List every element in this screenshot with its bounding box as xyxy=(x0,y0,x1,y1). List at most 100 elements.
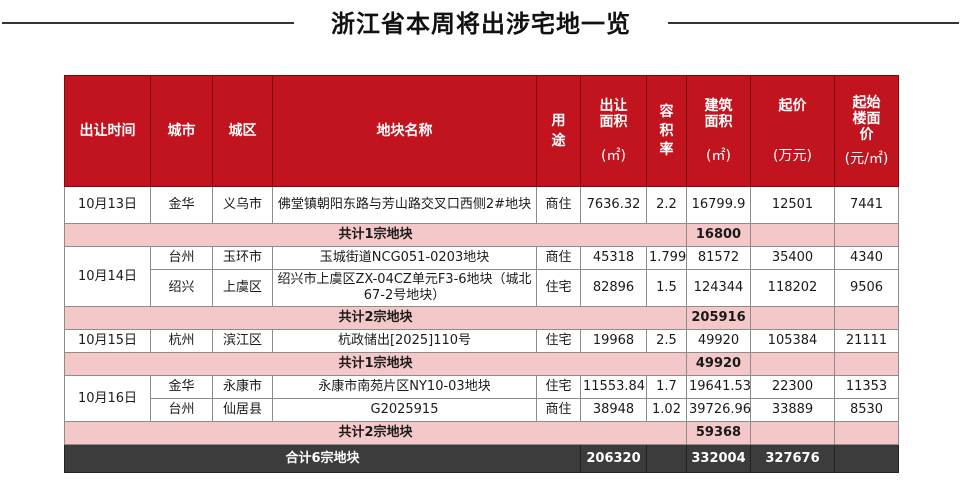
use-cell: 住宅 xyxy=(536,269,581,307)
total-empty xyxy=(646,444,687,473)
subtotal-row: 共计1宗地块 16800 xyxy=(64,223,899,247)
total-area: 206320 xyxy=(580,444,647,473)
build-area-cell: 81572 xyxy=(686,246,751,270)
header-date: 出让时间 xyxy=(64,75,151,187)
area-cell: 11553.84 xyxy=(580,375,647,399)
parcel-cell: 杭政储出[2025]110号 xyxy=(272,329,537,353)
subtotal-empty xyxy=(750,306,835,330)
subtotal-row: 共计2宗地块 205916 xyxy=(64,306,899,330)
header-price-unit: (万元) xyxy=(773,148,812,164)
subtotal-empty xyxy=(834,223,899,247)
header-area-unit: (㎡) xyxy=(601,148,626,164)
title-rule-left xyxy=(2,22,294,24)
city-cell: 杭州 xyxy=(150,329,213,353)
table-row: 10月14日 台州 玉环市 玉城街道NCG051-0203地块 商住 45318… xyxy=(64,246,899,307)
land-table: 出让时间 城市 城区 地块名称 用途 出让面积 (㎡) 容积率 建筑面积 (㎡)… xyxy=(64,75,899,473)
price-cell: 22300 xyxy=(750,375,835,399)
price-cell: 118202 xyxy=(750,269,835,307)
header-build-area-label: 建筑面积 xyxy=(704,98,733,130)
build-area-cell: 19641.53 xyxy=(686,375,751,399)
title-rule-right xyxy=(668,22,959,24)
use-cell: 住宅 xyxy=(536,329,581,353)
subtotal-label: 共计2宗地块 xyxy=(64,421,687,445)
header-far: 容积率 xyxy=(646,75,687,187)
header-price-label: 起价 xyxy=(778,98,807,114)
header-floor-price-unit: (元/㎡) xyxy=(844,151,889,167)
parcel-cell: 佛堂镇朝阳东路与芳山路交叉口西侧2#地块 xyxy=(272,186,537,224)
table-row: 10月13日 金华 义乌市 佛堂镇朝阳东路与芳山路交叉口西侧2#地块 商住 76… xyxy=(64,186,899,224)
parcel-cell: 永康市南苑片区NY10-03地块 xyxy=(272,375,537,399)
district-cell: 义乌市 xyxy=(212,186,273,224)
date-cell: 10月16日 xyxy=(64,375,151,422)
use-cell: 住宅 xyxy=(536,375,581,399)
header-area-label: 出让面积 xyxy=(599,98,628,130)
subtotal-empty xyxy=(750,352,835,376)
subtotal-empty xyxy=(750,223,835,247)
page-title: 浙江省本周将出涉宅地一览 xyxy=(331,10,631,38)
use-cell: 商住 xyxy=(536,246,581,270)
table-header-row: 出让时间 城市 城区 地块名称 用途 出让面积 (㎡) 容积率 建筑面积 (㎡)… xyxy=(64,75,899,187)
price-cell: 12501 xyxy=(750,186,835,224)
build-area-cell: 124344 xyxy=(686,269,751,307)
subtotal-row: 共计2宗地块 59368 xyxy=(64,421,899,445)
area-cell: 7636.32 xyxy=(580,186,647,224)
district-cell: 永康市 xyxy=(212,375,273,399)
title-bar: 浙江省本周将出涉宅地一览 xyxy=(0,0,961,46)
header-use: 用途 xyxy=(536,75,581,187)
parcel-cell: 绍兴市上虞区ZX-04CZ单元F3-6地块（城北67-2号地块） xyxy=(272,269,537,307)
subtotal-empty xyxy=(834,352,899,376)
total-build-area: 332004 xyxy=(686,444,751,473)
subtotal-empty xyxy=(834,306,899,330)
area-cell: 38948 xyxy=(580,398,647,422)
district-cell: 滨江区 xyxy=(212,329,273,353)
header-parcel: 地块名称 xyxy=(272,75,537,187)
header-floor-price: 起始楼面价 (元/㎡) xyxy=(834,75,899,187)
header-city: 城市 xyxy=(150,75,213,187)
table-row: 台州 仙居县 G2025915 商住 38948 1.02 39726.96 3… xyxy=(65,398,899,422)
city-cell: 金华 xyxy=(150,375,213,399)
district-cell: 上虞区 xyxy=(212,269,273,307)
floor-price-cell: 4340 xyxy=(834,246,899,270)
subtotal-label: 共计1宗地块 xyxy=(64,223,687,247)
total-empty xyxy=(834,444,899,473)
subtotal-row: 共计1宗地块 49920 xyxy=(64,352,899,376)
far-cell: 1.799 xyxy=(646,246,687,270)
subtotal-empty xyxy=(834,421,899,445)
floor-price-cell: 21111 xyxy=(834,329,899,353)
area-cell: 82896 xyxy=(580,269,647,307)
use-cell: 商住 xyxy=(536,398,581,422)
parcel-cell: 玉城街道NCG051-0203地块 xyxy=(272,246,537,270)
area-cell: 19968 xyxy=(580,329,647,353)
header-far-label: 容积率 xyxy=(659,103,674,158)
floor-price-cell: 9506 xyxy=(834,269,899,307)
header-use-label: 用途 xyxy=(551,113,566,149)
area-cell: 45318 xyxy=(580,246,647,270)
date-cell: 10月15日 xyxy=(64,329,151,353)
subtotal-label: 共计1宗地块 xyxy=(64,352,687,376)
header-district: 城区 xyxy=(212,75,273,187)
subtotal-empty xyxy=(750,421,835,445)
subtotal-value: 205916 xyxy=(686,306,751,330)
far-cell: 2.2 xyxy=(646,186,687,224)
price-cell: 33889 xyxy=(750,398,835,422)
total-label: 合计6宗地块 xyxy=(64,444,581,473)
header-floor-price-label: 起始楼面价 xyxy=(852,95,881,143)
subtotal-value: 59368 xyxy=(686,421,751,445)
floor-price-cell: 7441 xyxy=(834,186,899,224)
header-build-area-unit: (㎡) xyxy=(706,148,731,164)
build-area-cell: 49920 xyxy=(686,329,751,353)
price-cell: 35400 xyxy=(750,246,835,270)
parcel-cell: G2025915 xyxy=(272,398,537,422)
city-cell: 绍兴 xyxy=(150,269,213,307)
use-cell: 商住 xyxy=(536,186,581,224)
city-cell: 台州 xyxy=(150,398,213,422)
far-cell: 1.02 xyxy=(646,398,687,422)
date-cell: 10月13日 xyxy=(64,186,151,224)
header-area: 出让面积 (㎡) xyxy=(580,75,647,187)
table-row: 10月15日 杭州 滨江区 杭政储出[2025]110号 住宅 19968 2.… xyxy=(64,329,899,353)
build-area-cell: 39726.96 xyxy=(686,398,751,422)
date-cell: 10月14日 xyxy=(64,246,151,307)
floor-price-cell: 11353 xyxy=(834,375,899,399)
header-build-area: 建筑面积 (㎡) xyxy=(686,75,751,187)
total-price: 327676 xyxy=(750,444,835,473)
